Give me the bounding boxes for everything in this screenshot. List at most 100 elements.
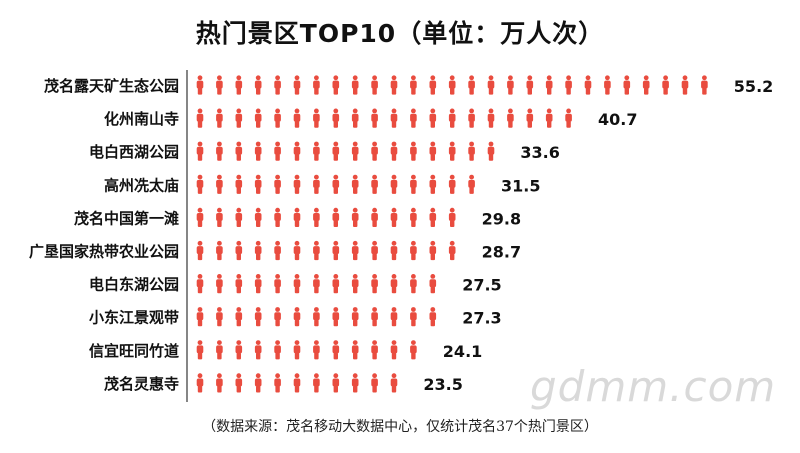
person-icon — [584, 75, 592, 95]
bar-row: 电白东湖公园 27.5 — [89, 274, 502, 295]
category-label: 化州南山寺 — [104, 110, 179, 128]
person-icon — [371, 307, 378, 327]
person-icon — [313, 141, 320, 161]
person-icon — [254, 108, 262, 128]
source-note: （数据来源：茂名移动大数据中心，仅统计茂名37个热门景区） — [202, 419, 598, 435]
person-icon — [216, 75, 223, 95]
person-icon — [623, 75, 631, 95]
category-label: 电白西湖公园 — [89, 143, 179, 161]
person-icon — [565, 75, 572, 95]
person-icon — [216, 307, 223, 327]
person-icon — [196, 75, 204, 95]
person-icon — [293, 141, 301, 161]
person-icon — [274, 340, 281, 360]
person-icon — [487, 75, 495, 95]
person-icon — [351, 141, 359, 161]
person-icon — [468, 141, 475, 161]
partial-person-icon — [430, 340, 437, 359]
person-icon — [410, 207, 417, 227]
person-icon — [410, 108, 417, 128]
person-icon — [196, 240, 204, 261]
person-icon — [526, 75, 534, 95]
person-icon — [448, 240, 456, 261]
bar-row: 化州南山寺 40.7 — [104, 108, 637, 129]
partial-person-icon — [720, 75, 725, 95]
person-icon — [235, 141, 243, 161]
person-icon — [332, 274, 340, 294]
person-icon — [313, 373, 320, 393]
person-icon — [390, 240, 398, 261]
person-icon — [371, 207, 378, 227]
person-icon — [642, 75, 650, 95]
person-icon — [332, 307, 340, 327]
value-label: 55.2 — [734, 77, 773, 96]
person-icon — [216, 207, 223, 227]
partial-person-icon — [468, 240, 471, 261]
person-icon — [371, 274, 378, 294]
person-icon — [487, 141, 495, 161]
person-icon — [545, 75, 553, 95]
chart-title: 热门景区TOP10（单位：万人次） — [195, 19, 605, 48]
person-icon — [390, 207, 398, 227]
person-icon — [293, 108, 301, 128]
person-icon — [293, 174, 301, 194]
person-icon — [235, 75, 243, 95]
person-icon — [662, 75, 669, 95]
person-icon — [313, 207, 320, 227]
category-label: 广垦国家热带农业公园 — [29, 243, 179, 261]
person-icon — [196, 141, 204, 161]
person-icon — [332, 340, 340, 360]
person-icon — [293, 207, 301, 227]
person-icon — [216, 373, 223, 393]
person-icon — [274, 240, 281, 261]
person-icon — [390, 75, 398, 95]
person-icon — [235, 108, 243, 128]
bar-row: 高州冼太庙 31.5 — [104, 174, 540, 195]
person-icon — [429, 274, 437, 294]
person-icon — [351, 108, 359, 128]
category-label: 电白东湖公园 — [89, 276, 179, 294]
person-icon — [371, 174, 378, 194]
value-label: 29.8 — [482, 209, 521, 228]
person-icon — [235, 240, 243, 261]
person-icon — [216, 108, 223, 128]
person-icon — [313, 307, 320, 327]
person-icon — [468, 75, 475, 95]
person-icon — [293, 307, 301, 327]
bar-row: 电白西湖公园 33.6 — [89, 141, 560, 162]
person-icon — [448, 141, 456, 161]
person-icon — [274, 373, 281, 393]
person-icon — [390, 108, 398, 128]
partial-person-icon — [584, 108, 587, 128]
person-icon — [216, 340, 223, 360]
person-icon — [313, 108, 320, 128]
value-label: 27.3 — [462, 309, 501, 328]
person-icon — [390, 307, 398, 327]
person-icon — [701, 75, 708, 95]
category-label: 信宜旺同竹道 — [89, 342, 179, 360]
person-icon — [274, 207, 281, 227]
person-icon — [196, 307, 204, 327]
person-icon — [196, 108, 204, 128]
person-icon — [351, 373, 359, 393]
person-icon — [681, 75, 689, 95]
person-icon — [293, 373, 301, 393]
person-icon — [293, 240, 301, 261]
person-icon — [390, 274, 398, 294]
person-icon — [351, 174, 359, 194]
person-icon — [235, 207, 243, 227]
person-icon — [313, 174, 320, 194]
person-icon — [332, 373, 340, 393]
person-icon — [429, 207, 437, 227]
person-icon — [429, 174, 437, 194]
person-icon — [313, 240, 320, 261]
bar-row: 小东江景观带 27.3 — [89, 307, 502, 328]
person-icon — [468, 174, 475, 194]
person-icon — [410, 75, 417, 95]
person-icon — [507, 75, 514, 95]
person-icon — [429, 108, 437, 128]
person-icon — [293, 274, 301, 294]
person-icon — [526, 108, 534, 128]
person-icon — [351, 75, 359, 95]
person-icon — [235, 274, 243, 294]
